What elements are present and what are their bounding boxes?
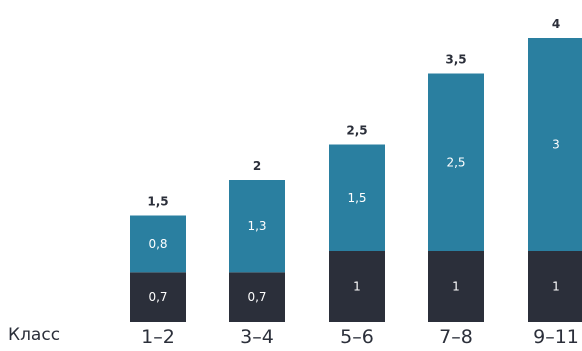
segment-value-label: 1: [552, 280, 560, 294]
x-tick-label: 5–6: [340, 326, 374, 348]
x-tick-label: 7–8: [439, 326, 473, 348]
bar-total-label: 1,5: [147, 195, 168, 209]
bar-segment-lower-3–4: [229, 272, 285, 322]
bar-total-label: 2: [253, 159, 261, 173]
bar-total-label: 4: [552, 17, 560, 31]
segment-value-label: 2,5: [446, 155, 465, 169]
bar-segment-upper-9–11: [528, 38, 582, 251]
segment-value-label: 1: [353, 280, 361, 294]
bar-segment-lower-5–6: [329, 251, 385, 322]
segment-value-label: 1,3: [247, 219, 266, 233]
bars-group: [130, 38, 582, 322]
segment-value-label: 0,7: [148, 290, 167, 304]
bar-segment-lower-1–2: [130, 272, 186, 322]
x-axis-ticks: 1–2 3–4 5–6 7–8 9–11: [141, 326, 579, 348]
bar-segment-lower-7–8: [428, 251, 484, 322]
segment-value-label: 1: [452, 280, 460, 294]
bar-segment-upper-5–6: [329, 144, 385, 251]
bar-segment-upper-1–2: [130, 215, 186, 273]
segment-value-label: 0,8: [148, 237, 167, 251]
x-tick-label: 9–11: [533, 326, 579, 348]
bar-segment-upper-3–4: [229, 180, 285, 273]
segment-value-label: 3: [552, 138, 560, 152]
x-tick-label: 3–4: [240, 326, 274, 348]
segment-value-label: 0,7: [247, 290, 266, 304]
bar-segment-upper-7–8: [428, 73, 484, 251]
x-axis-title: Класс: [8, 325, 60, 345]
bar-segment-lower-9–11: [528, 251, 582, 322]
segment-value-label: 1,5: [347, 191, 366, 205]
bar-total-label: 3,5: [445, 53, 466, 67]
bar-total-label: 2,5: [346, 124, 367, 138]
labels-group: 0,7 0,8 1,5 0,7 1,3 2 1 1,5 2,5 1 2,5 3,5 1 3 4: [147, 17, 560, 304]
x-tick-label: 1–2: [141, 326, 175, 348]
